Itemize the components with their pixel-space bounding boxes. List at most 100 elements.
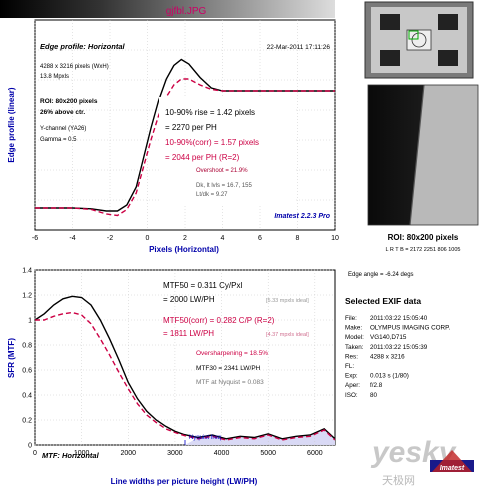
mtf-y-tick-label: 1.4 (22, 268, 32, 275)
roi-light-region (410, 85, 478, 225)
thumbnail-block (380, 14, 400, 30)
exif-key: FL: (345, 363, 354, 370)
edge-rise-line: = 2270 per PH (165, 123, 217, 132)
edge-info-line: 13.8 Mpxls (40, 74, 69, 80)
mtf50-line: = 2000 LW/PH (163, 295, 215, 304)
edge-brand: Imatest 2.2.3 Pro (274, 213, 330, 220)
edge-levels-line: Lt/dk = 9.27 (196, 192, 228, 198)
edge-x-tick-label: 6 (258, 235, 262, 242)
edge-x-tick-label: -6 (32, 235, 38, 242)
mtf-nyquist: MTF at Nyquist = 0.083 (196, 379, 264, 386)
mtf-y-tick-label: 0.2 (22, 418, 32, 425)
exif-key: Model: (345, 334, 364, 341)
exif-key: ISO: (345, 392, 358, 399)
edge-roi-line: ROI: 80x200 pixels (40, 98, 98, 105)
roi-crop (367, 84, 479, 226)
roi-edge-line (409, 84, 425, 226)
edge-roi-line: 26% above ctr. (40, 109, 85, 116)
exif-value: OLYMPUS IMAGING CORP. (370, 325, 450, 332)
exif-value: 2011:03:22 15:05:40 (370, 315, 428, 322)
mtf-x-tick-label: 1000 (74, 450, 90, 457)
nyquist-label: Nyquist freq. (189, 435, 223, 441)
edge-x-tick-label: 4 (221, 235, 225, 242)
exif-value: VG140,D715 (370, 334, 407, 341)
exif-title: Selected EXIF data (345, 296, 421, 306)
edge-channel-info: Y-channel (YA26) Gamma = 0.5 (40, 126, 88, 143)
edge-corr-result: 10-90%(corr) = 1.57 pixels = 2044 per PH… (165, 138, 261, 162)
mtf-y-tick-label: 1 (28, 318, 32, 325)
edge-x-tick-label: -4 (69, 235, 75, 242)
mtf-y-ticks: 0 0.2 0.4 0.6 0.8 1 1.2 1.4 (22, 268, 32, 450)
exif-key: Taken: (345, 344, 364, 351)
mtf-x-tick-label: 3000 (167, 450, 183, 457)
mtf-x-tick-label: 6000 (307, 450, 323, 457)
watermark: yesky 天极网 Imatest (370, 436, 474, 487)
edge-x-tick-label: 10 (331, 235, 339, 242)
exif-value: f/2.8 (370, 382, 383, 389)
mtf50-ideal: [5.33 mpxls ideal] (266, 298, 309, 304)
mtf-y-axis-label: SFR (MTF) (7, 338, 16, 378)
thumbnail-roi-marker (408, 30, 419, 40)
exif-value: 80 (370, 392, 378, 399)
exif-key: Exp: (345, 373, 358, 380)
mtf-y-tick-label: 0.4 (22, 393, 32, 400)
mtf-plot-frame (34, 269, 336, 446)
edge-timestamp: 22-Mar-2011 17:11:26 (267, 44, 331, 51)
edge-profile-chart: -6 -4 -2 0 2 4 6 8 10 Edge profile: Horizontal 2… (7, 19, 339, 254)
exif-value: 0.013 s (1/80) (370, 373, 409, 380)
edge-channel-line: Gamma = 0.5 (40, 137, 77, 143)
edge-x-ticks: -6 -4 -2 0 2 4 6 8 10 (32, 235, 339, 242)
exif-key: Res: (345, 353, 358, 360)
mtf-x-tick-label: 0 (33, 450, 37, 457)
edge-angle: Edge angle = -6.24 degs (348, 272, 414, 278)
edge-curves (35, 58, 335, 217)
mtf-x-tick-label: 2000 (120, 450, 136, 457)
edge-rise-result: 10-90% rise = 1.42 pixels = 2270 per PH (165, 108, 257, 132)
mtf50corr-line: = 1811 LW/PH (163, 329, 214, 338)
exif-key: Make: (345, 325, 362, 332)
thumbnail-block (438, 14, 458, 30)
edge-rise-line: 10-90% rise = 1.42 pixels (165, 108, 255, 117)
thumbnail-center-ring (411, 32, 427, 48)
mtf-x-tick-label: 5000 (260, 450, 276, 457)
exif-value: 2011:03:22 15:05:39 (370, 344, 428, 351)
edge-overshoot: Overshoot = 21.9% (196, 168, 248, 174)
edge-info-line: 4288 x 3216 pixels (WxH) (40, 64, 109, 70)
mtf-y-tick-label: 0 (28, 443, 32, 450)
mtf50corr-result: MTF50(corr) = 0.282 C/P (R=2) = 1811 LW/… (163, 316, 277, 338)
edge-image-info: 4288 x 3216 pixels (WxH) 13.8 Mpxls (40, 64, 110, 80)
roi-caption: ROI: 80x200 pixels (388, 233, 459, 242)
roi-lrtb: L R T B = 2172 2251 806 1005 (386, 247, 461, 253)
test-chart-thumbnail (364, 1, 474, 79)
edge-levels: Dk, lt lvls = 16.7, 155 Lt/dk = 9.27 (196, 183, 254, 198)
edge-roi-info: ROI: 80x200 pixels 26% above ctr. (40, 98, 99, 116)
edge-channel-line: Y-channel (YA26) (40, 126, 86, 132)
edge-x-tick-label: -2 (107, 235, 113, 242)
oversharpening: Oversharpening = 18.5% (196, 350, 268, 357)
mtf-x-ticks: 0 1000 2000 3000 4000 5000 6000 (33, 450, 323, 457)
edge-x-tick-label: 8 (296, 235, 300, 242)
mtf-chart: 0 0.2 0.4 0.6 0.8 1 1.2 1.4 0 1000 2000 3000 4000 50… (7, 268, 336, 486)
mtf50-result: MTF50 = 0.311 Cy/Pxl = 2000 LW/PH (163, 281, 244, 304)
mtf50-line: MTF50 = 0.311 Cy/Pxl (163, 281, 242, 290)
edge-profile-corrected-series (35, 78, 335, 217)
edge-panel-title: Edge profile: Horizontal (40, 42, 126, 51)
exif-key: Aper: (345, 382, 360, 389)
edge-corr-line: 10-90%(corr) = 1.57 pixels (165, 138, 259, 147)
mtf-panel-label: MTF: Horizontal (42, 451, 100, 460)
thumbnail-block (438, 50, 458, 66)
mtf30: MTF30 = 2341 LW/PH (196, 365, 261, 372)
mtf50corr-ideal: [4.37 mpxls ideal] (266, 332, 309, 338)
edge-levels-line: Dk, lt lvls = 16.7, 155 (196, 183, 253, 189)
exif-table: File: 2011:03:22 15:05:40 Make: OLYMPUS IMA… (345, 315, 450, 399)
mtf-y-tick-label: 0.6 (22, 368, 32, 375)
edge-x-axis-label: Pixels (Horizontal) (149, 245, 219, 254)
mtf-y-tick-label: 1.2 (22, 293, 32, 300)
edge-y-axis-label: Edge profile (linear) (7, 87, 16, 162)
mtf-x-axis-label: Line widths per picture height (LW/PH) (111, 477, 258, 486)
mtf50corr-line: MTF50(corr) = 0.282 C/P (R=2) (163, 316, 275, 325)
mtf-series (35, 295, 335, 440)
mtf-curves (35, 295, 335, 441)
watermark-sub: 天极网 (382, 473, 415, 487)
